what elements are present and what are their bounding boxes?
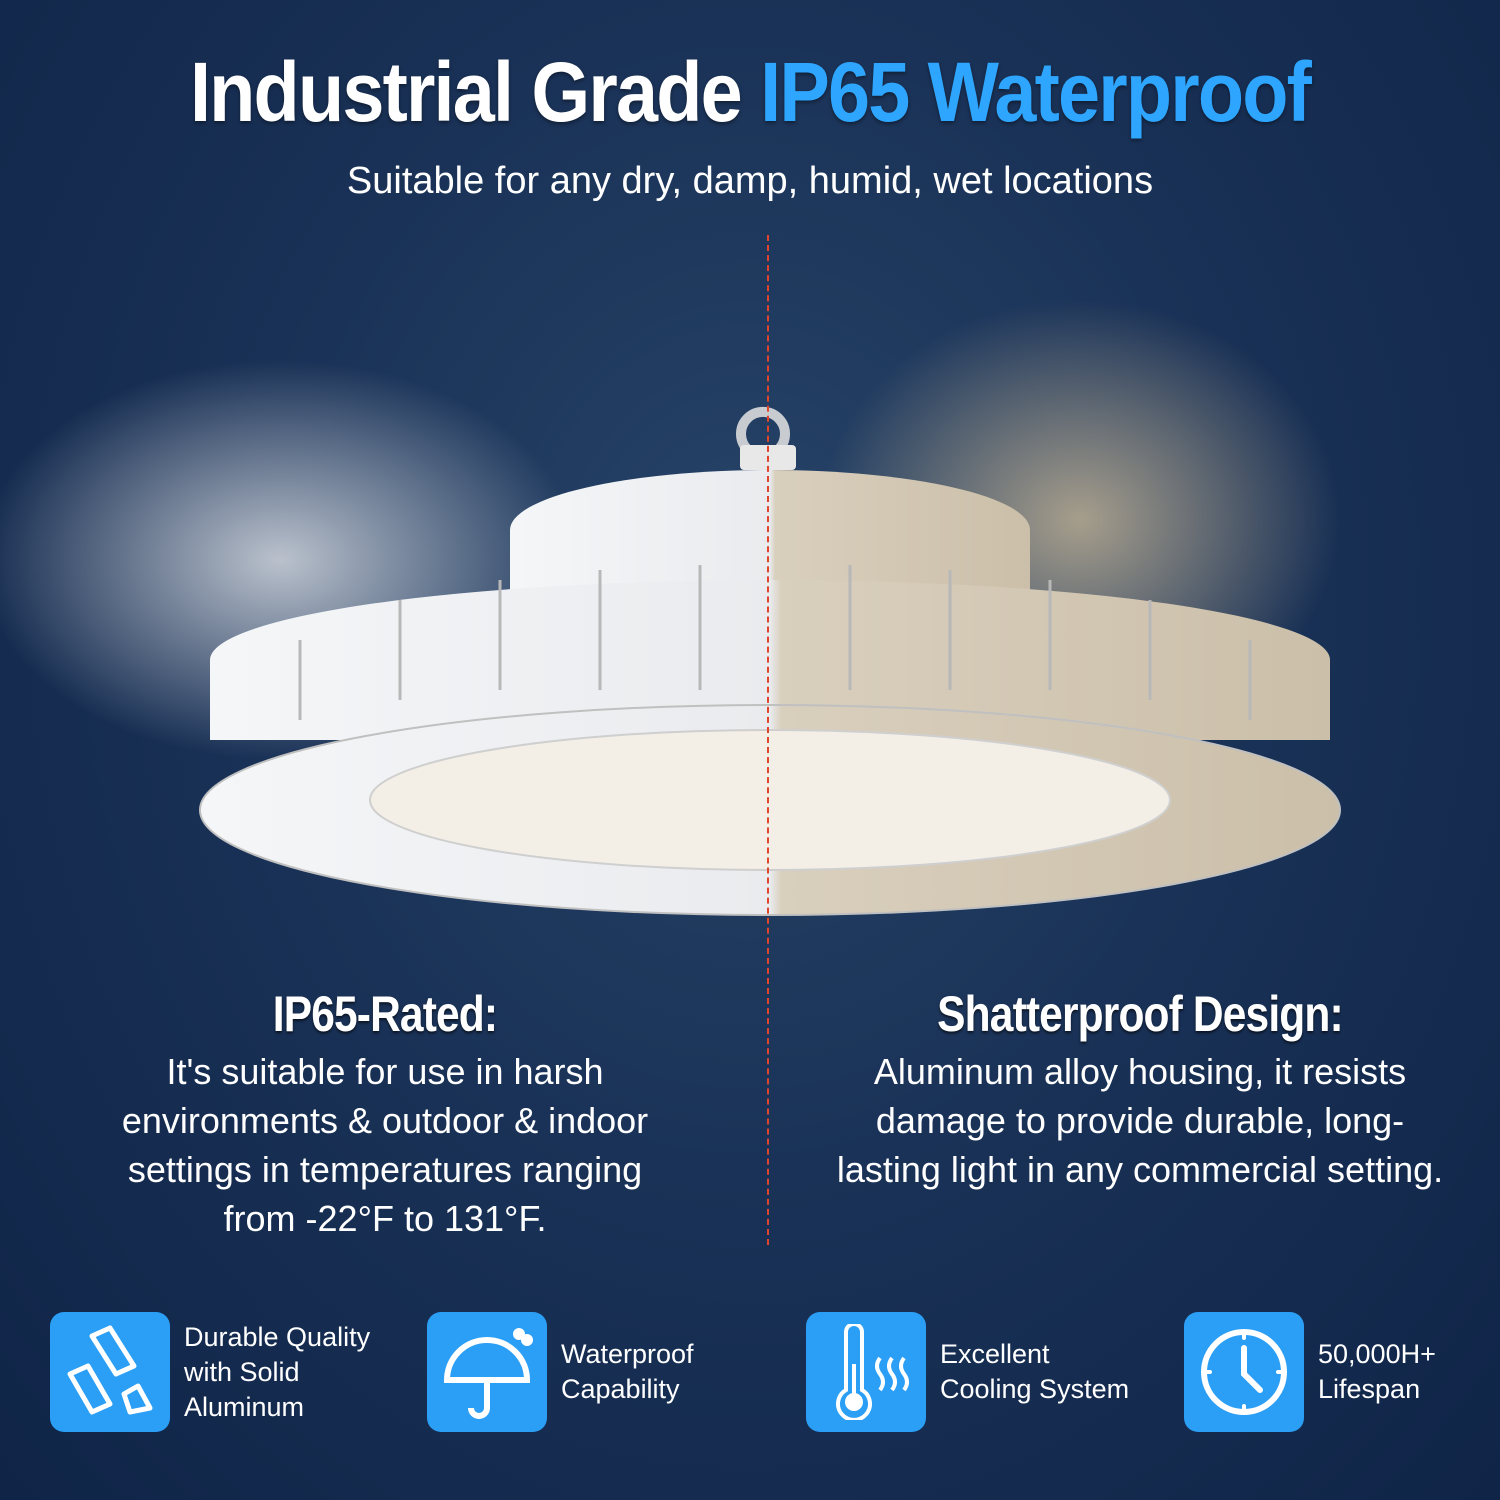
feature-label: Waterproof Capability	[561, 1339, 694, 1404]
ip65-rated-section: IP65-Rated: It's suitable for use in har…	[90, 985, 680, 1243]
hanging-hook	[736, 406, 790, 454]
ip65-heading: IP65-Rated:	[272, 986, 498, 1042]
ufo-high-bay-light-image	[0, 300, 1341, 916]
feature-label: Durable Quality with Solid Aluminum	[184, 1321, 371, 1422]
umbrella-icon	[427, 1312, 547, 1432]
ip65-description: It's suitable for use in harsh environme…	[121, 1051, 649, 1239]
feature-lifespan: 50,000H+ Lifespan	[1184, 1312, 1436, 1432]
center-divider	[767, 235, 769, 1245]
feature-label: 50,000H+ Lifespan	[1318, 1339, 1436, 1404]
subtitle: Suitable for any dry, damp, humid, wet l…	[346, 160, 1154, 202]
heatsink-fins	[298, 565, 1252, 720]
feature-aluminum: Durable Quality with Solid Aluminum	[50, 1312, 370, 1432]
shatterproof-section: Shatterproof Design: Aluminum alloy hous…	[830, 985, 1450, 1194]
shatterproof-heading: Shatterproof Design:	[937, 986, 1344, 1042]
title-main: Industrial Grade	[189, 45, 743, 139]
title-accent: IP65 Waterproof	[760, 45, 1312, 139]
thermometer-icon	[806, 1312, 926, 1432]
feature-cooling: Excellent Cooling System	[806, 1312, 1129, 1432]
feature-waterproof: Waterproof Capability	[427, 1312, 694, 1432]
aluminum-bars-icon	[50, 1312, 170, 1432]
clock-icon	[1184, 1312, 1304, 1432]
feature-label: Excellent Cooling System	[940, 1339, 1130, 1404]
led-panel	[369, 729, 1171, 871]
page-title: Industrial Grade IP65 Waterproof	[75, 44, 1425, 141]
shatterproof-description: Aluminum alloy housing, it resists damag…	[836, 1051, 1444, 1190]
